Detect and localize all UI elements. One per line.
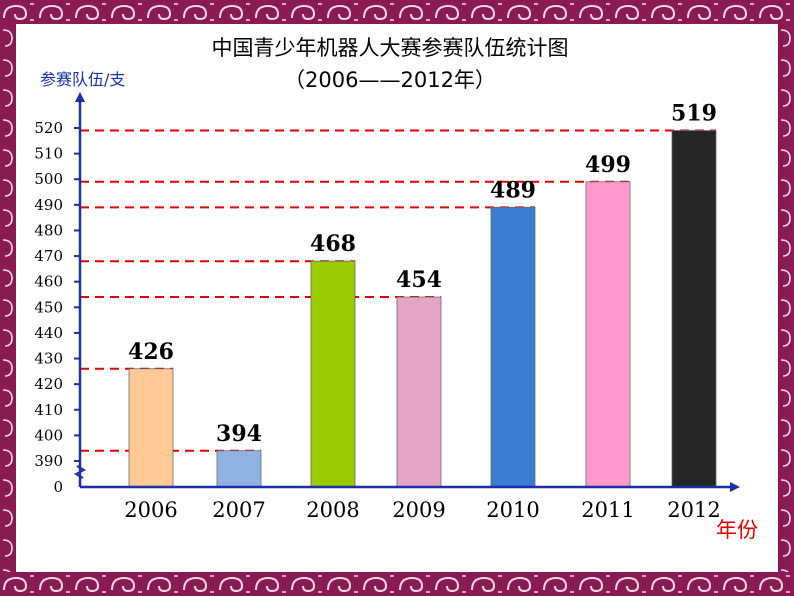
axis-break-mark	[73, 465, 87, 479]
y-tick-label: 470	[34, 247, 63, 265]
labels: 520 510 500 490 480 470 460 450 440 430 420 410 400 3…	[34, 101, 720, 522]
bar	[310, 260, 356, 488]
decorative-border-right	[778, 24, 794, 572]
y-tick-label: 390	[34, 452, 63, 470]
bar	[216, 450, 262, 488]
y-axis-arrow	[75, 92, 85, 102]
bar-value-label: 499	[585, 152, 631, 178]
y-tick-label: 490	[34, 196, 63, 214]
bar-value-label: 468	[310, 231, 356, 257]
decorative-border-left	[0, 24, 16, 572]
axes	[73, 92, 740, 492]
x-tick-label: 2012	[667, 498, 720, 522]
y-tick-label: 480	[34, 221, 63, 239]
x-tick-label: 2010	[486, 498, 539, 522]
bar	[128, 368, 174, 488]
x-tick-label: 2011	[581, 498, 634, 522]
chart-title: 中国青少年机器人大赛参赛队伍统计图	[211, 36, 569, 60]
bar-value-label: 426	[128, 339, 174, 365]
x-tick-label: 2009	[392, 498, 445, 522]
y-axis-label: 参赛队伍/支	[40, 70, 126, 89]
bar-value-label: 394	[216, 421, 262, 447]
x-axis-arrow	[730, 482, 740, 492]
y-tick-label: 460	[34, 273, 63, 291]
y-tick-label: 420	[34, 375, 63, 393]
bar	[585, 181, 631, 488]
bar	[671, 130, 717, 488]
bar	[490, 207, 536, 488]
y-tick-label: 450	[34, 298, 63, 316]
x-tick-label: 2006	[124, 498, 177, 522]
y-tick-label: 510	[34, 145, 63, 163]
x-axis-label: 年份	[716, 518, 758, 542]
x-tick-label: 2007	[212, 498, 265, 522]
decorative-border-bottom	[0, 572, 794, 596]
y-tick-label: 430	[34, 350, 63, 368]
y-tick-label: 400	[34, 426, 63, 444]
bar	[396, 296, 442, 488]
bars	[128, 130, 717, 488]
bar-value-label: 519	[671, 101, 717, 127]
y-tick-label: 520	[34, 119, 63, 137]
bar-value-label: 489	[490, 177, 536, 203]
bar-value-label: 454	[396, 267, 442, 293]
y-tick-label: 0	[53, 478, 63, 496]
decorative-border-top	[0, 0, 794, 24]
x-tick-label: 2008	[306, 498, 359, 522]
chart-subtitle: （2006——2012年）	[284, 68, 496, 92]
y-tick-label: 500	[34, 170, 63, 188]
y-tick-label: 410	[34, 401, 63, 419]
y-tick-label: 440	[34, 324, 63, 342]
